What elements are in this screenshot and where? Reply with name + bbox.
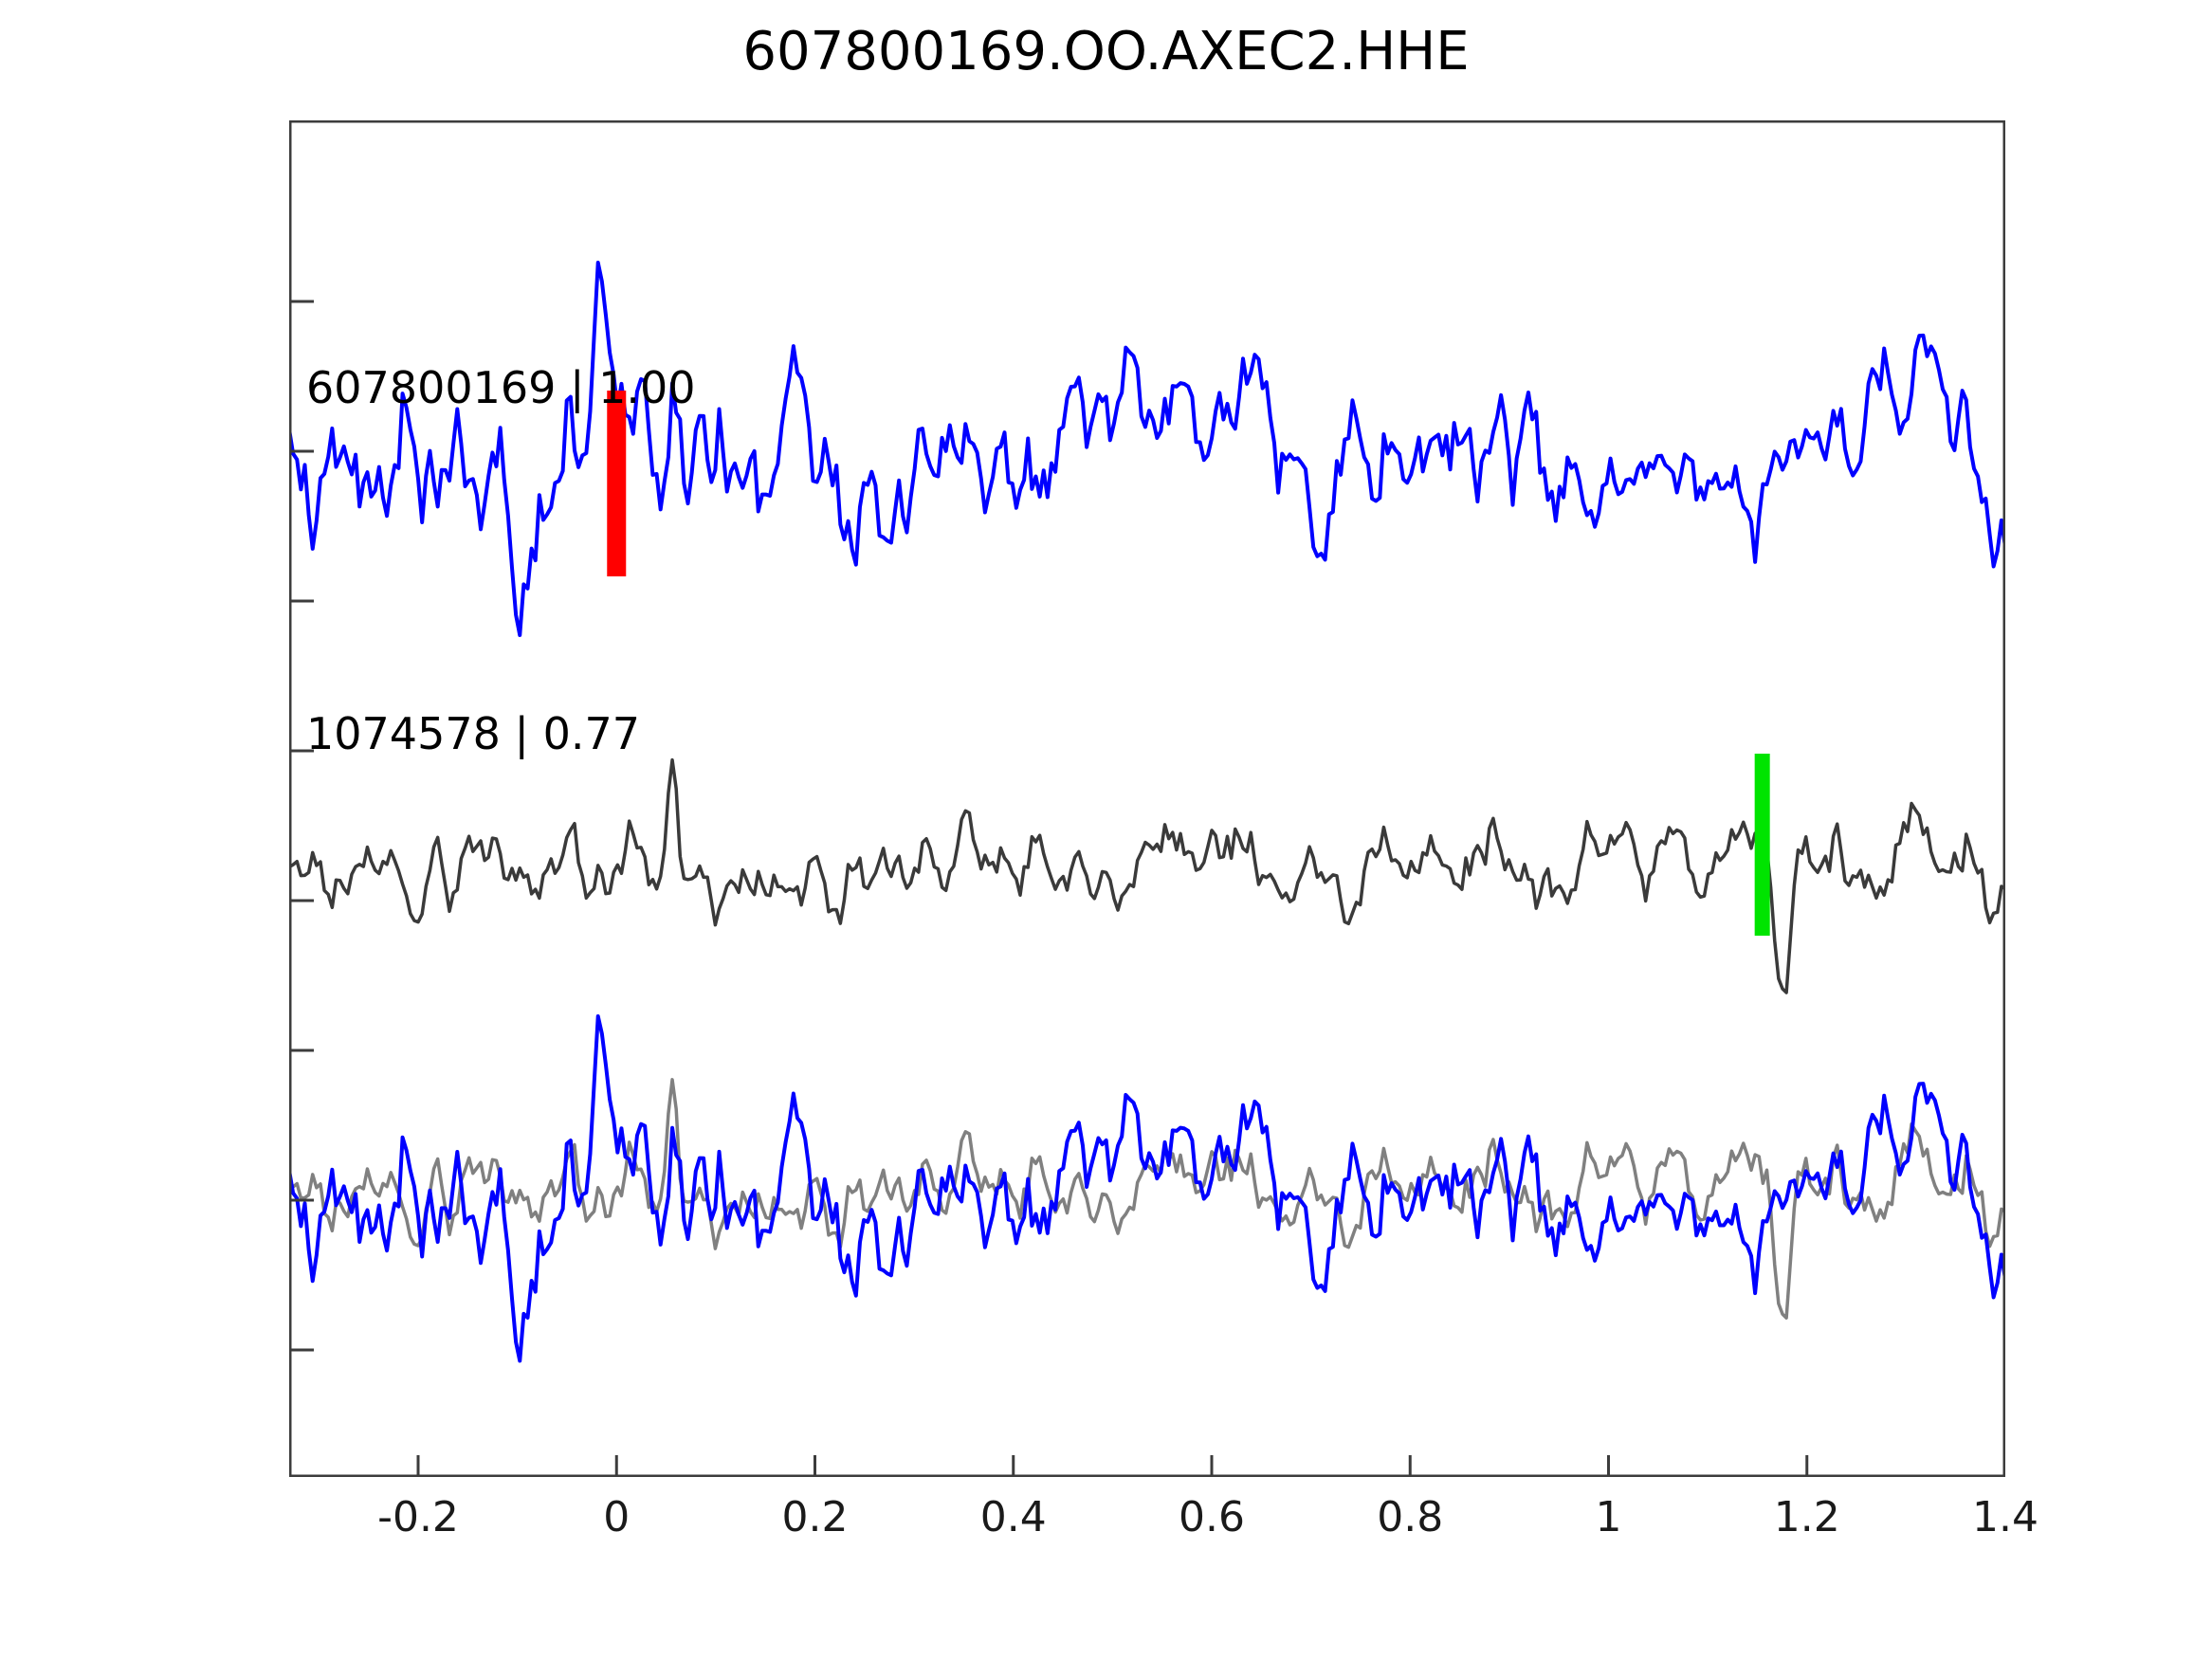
x-tick-label: 1 bbox=[1595, 1493, 1622, 1541]
x-tick-label: 0.6 bbox=[1179, 1493, 1245, 1541]
y-axis-ticks bbox=[290, 300, 314, 1352]
x-tick-label: -0.2 bbox=[377, 1493, 459, 1541]
pick-marker-green bbox=[1754, 754, 1770, 936]
middle-trace-panel bbox=[289, 757, 2005, 994]
page-title: 607800169.OO.AXEC2.HHE bbox=[742, 21, 1470, 82]
x-tick-label: 0 bbox=[603, 1493, 631, 1541]
plot-frame bbox=[289, 120, 2005, 1477]
pick-marker-red bbox=[607, 391, 627, 576]
axes-frame bbox=[289, 120, 2005, 1477]
top-waveform-blue bbox=[289, 261, 2005, 637]
x-tick-label: 1.2 bbox=[1773, 1493, 1840, 1541]
x-axis-ticks bbox=[416, 1455, 2005, 1476]
x-tick-label: 0.8 bbox=[1377, 1493, 1444, 1541]
top-trace-panel bbox=[289, 261, 2005, 637]
middle-waveform-gray bbox=[289, 757, 2005, 994]
x-tick-label: 0.4 bbox=[979, 1493, 1047, 1541]
overlay-panel bbox=[289, 1014, 2005, 1363]
x-tick-label: 1.4 bbox=[1972, 1493, 2038, 1541]
waveform-canvas bbox=[289, 261, 2005, 1363]
x-tick-label: 0.2 bbox=[781, 1493, 849, 1541]
middle-trace-label: 1074578 | 0.77 bbox=[306, 708, 641, 759]
x-axis-tick-labels: -0.2 0 0.2 0.4 0.6 0.8 1 1.2 1.4 bbox=[289, 1493, 2038, 1559]
top-trace-label: 607800169 | 1.00 bbox=[306, 362, 696, 413]
overlay-waveform-blue bbox=[289, 1014, 2005, 1363]
plot-area: 607800169 | 1.00 1074578 | 0.77 bbox=[289, 120, 2005, 1477]
